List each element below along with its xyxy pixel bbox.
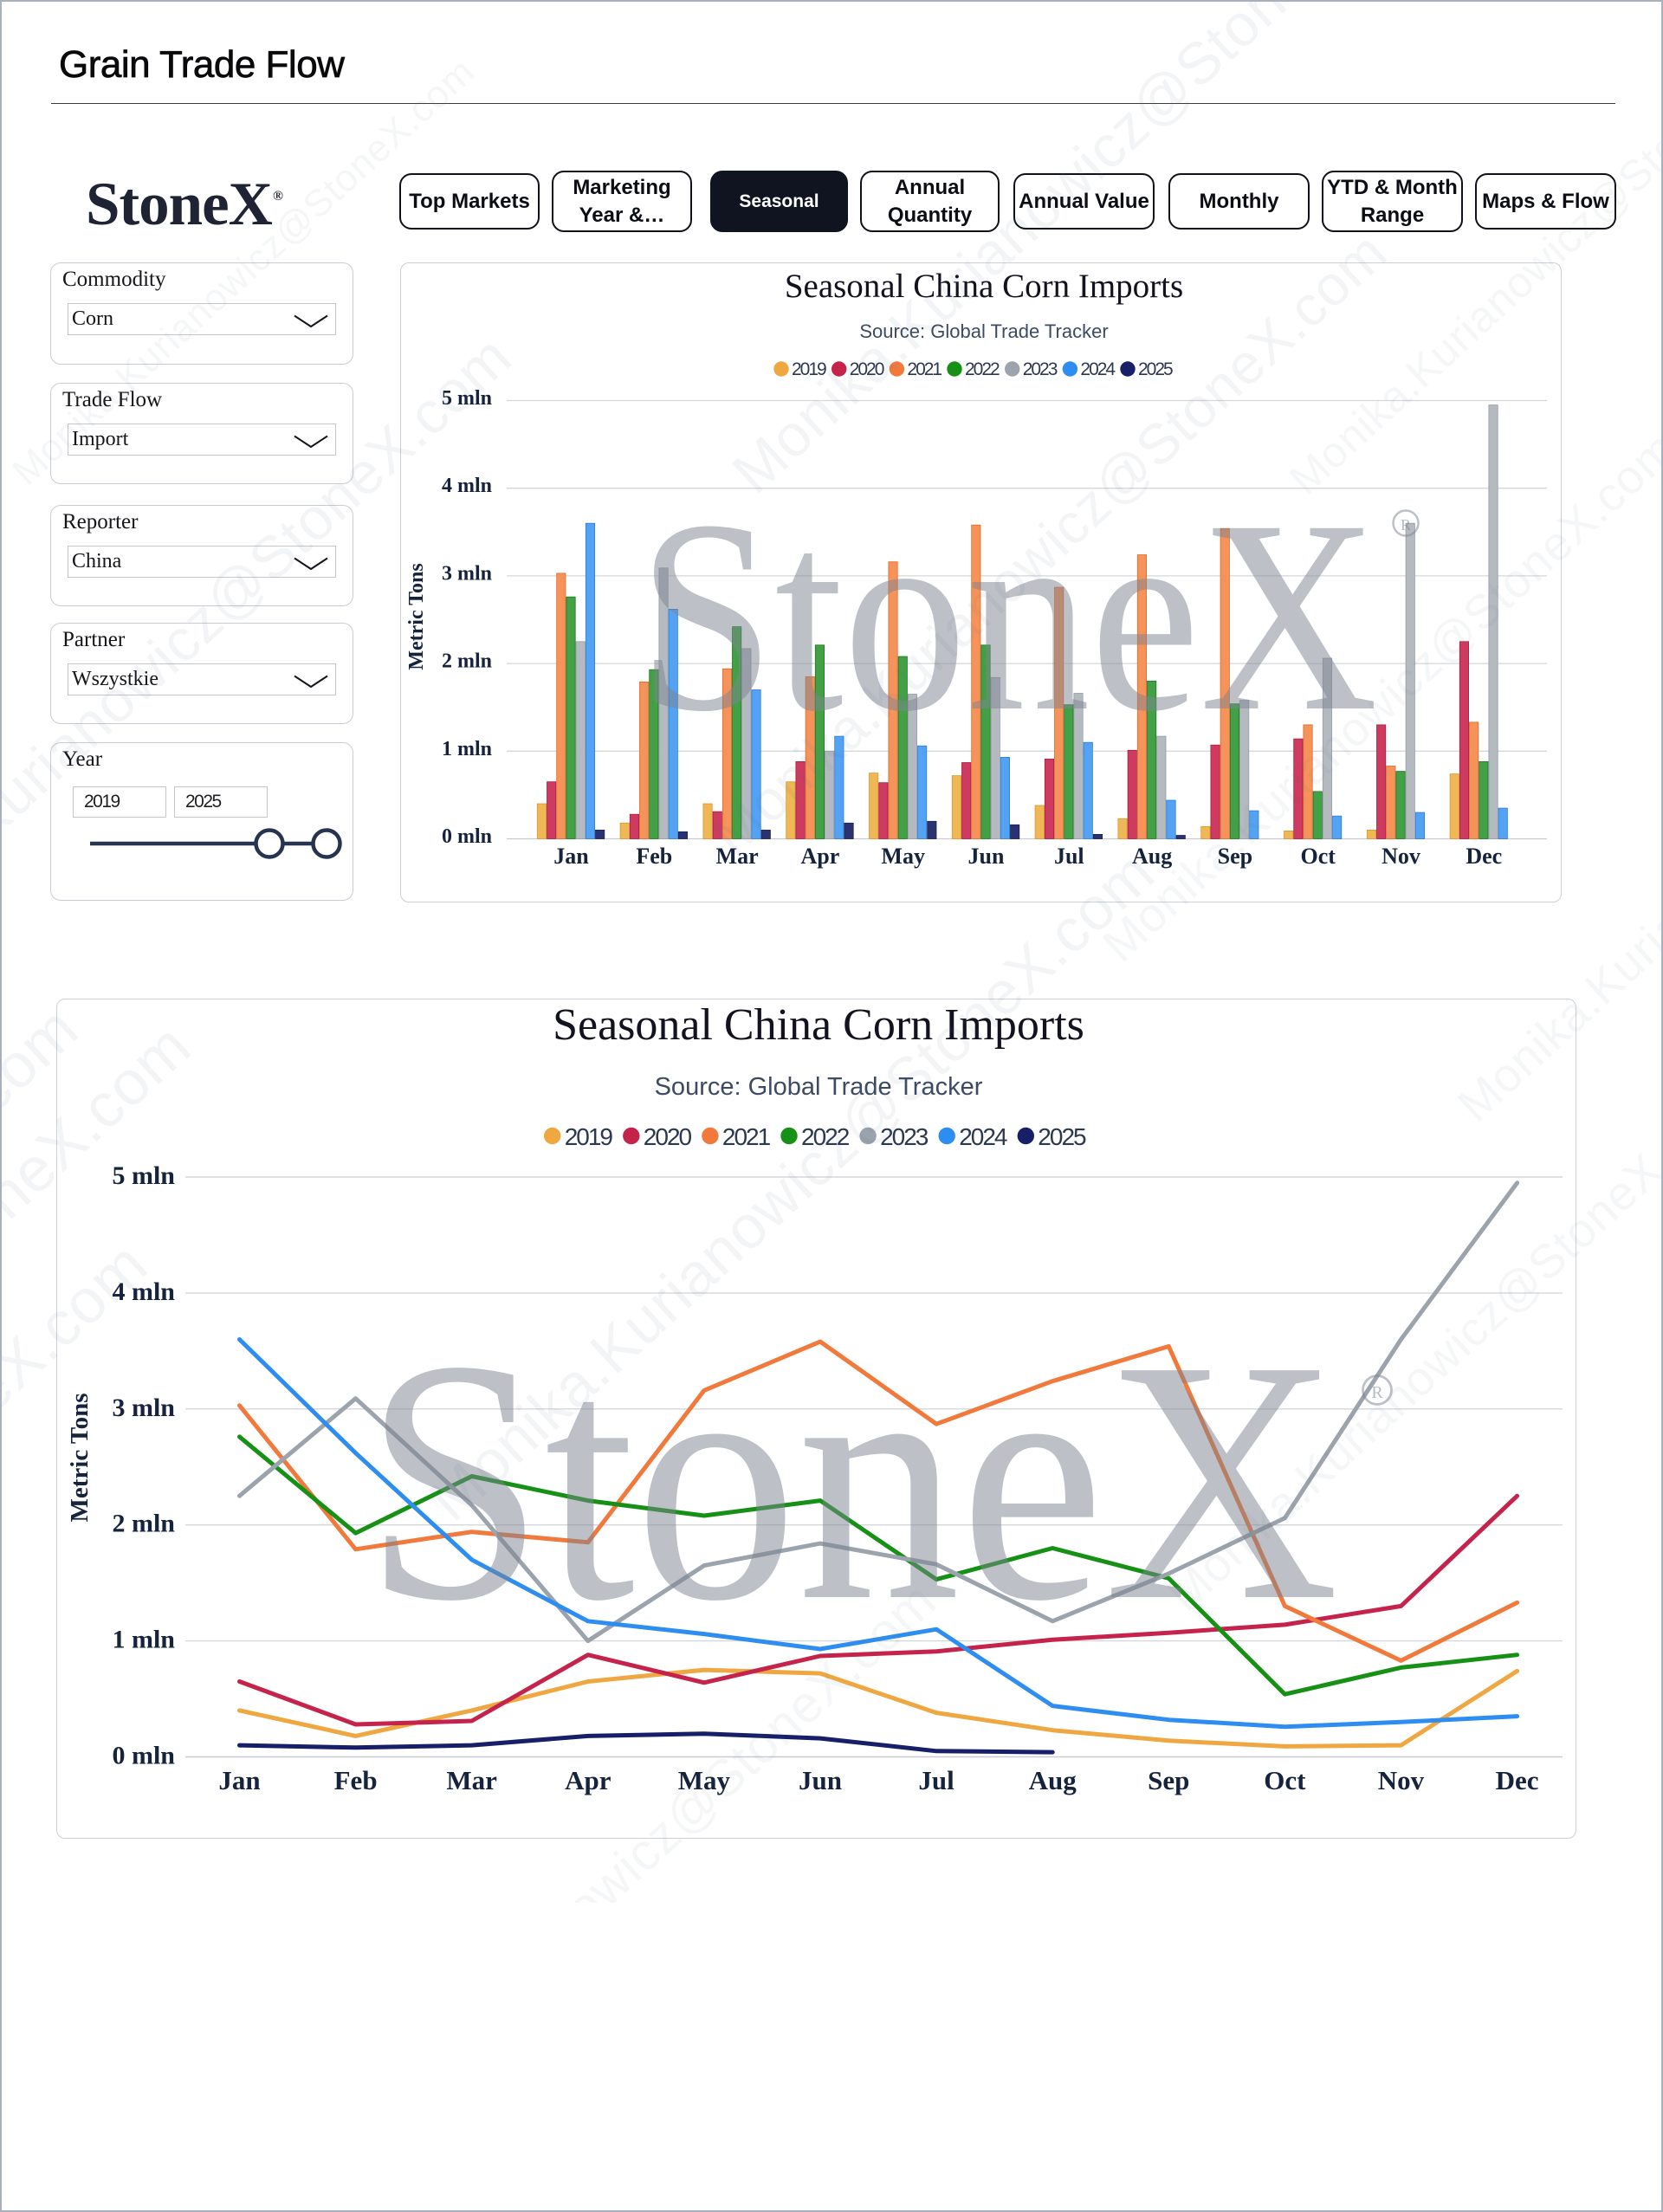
svg-text:Nov: Nov [1382,844,1420,869]
svg-text:4 mln: 4 mln [442,475,492,497]
svg-text:0 mln: 0 mln [112,1742,175,1770]
svg-text:3 mln: 3 mln [112,1394,175,1422]
svg-text:May: May [881,844,925,869]
svg-text:2025: 2025 [1138,359,1173,379]
svg-text:Apr: Apr [565,1765,611,1795]
svg-text:Mar: Mar [446,1765,497,1795]
svg-text:2021: 2021 [907,359,942,379]
svg-text:5 mln: 5 mln [442,387,492,410]
svg-text:Jan: Jan [218,1765,260,1795]
svg-text:2024: 2024 [1080,359,1116,379]
svg-text:StoneX: StoneX [364,1289,1339,1672]
svg-text:Dec: Dec [1466,844,1502,869]
svg-text:Jun: Jun [968,844,1005,869]
svg-text:Jul: Jul [918,1765,954,1795]
svg-text:Oct: Oct [1264,1765,1306,1795]
svg-text:Seasonal China Corn Imports: Seasonal China Corn Imports [785,268,1183,305]
svg-text:5 mln: 5 mln [112,1161,175,1190]
svg-text:1 mln: 1 mln [112,1626,175,1654]
svg-text:1 mln: 1 mln [442,738,492,760]
svg-text:2025: 2025 [1038,1123,1086,1150]
svg-text:Jan: Jan [553,844,589,869]
svg-text:Jun: Jun [799,1765,842,1795]
svg-text:Oct: Oct [1300,844,1336,869]
svg-text:2 mln: 2 mln [442,650,492,673]
svg-text:Source: Global Trade Tracker: Source: Global Trade Tracker [859,320,1108,342]
svg-text:0 mln: 0 mln [442,825,492,848]
svg-text:Jul: Jul [1054,844,1084,869]
svg-text:2019: 2019 [792,359,826,379]
svg-text:Metric Tons: Metric Tons [405,563,428,669]
svg-text:Sep: Sep [1218,844,1252,869]
svg-text:2 mln: 2 mln [112,1510,175,1538]
svg-text:Nov: Nov [1378,1765,1425,1795]
svg-text:Seasonal China Corn Imports: Seasonal China Corn Imports [553,1000,1084,1050]
svg-text:2023: 2023 [1023,359,1058,379]
svg-text:2020: 2020 [644,1123,692,1150]
svg-text:StoneX: StoneX [637,463,1378,768]
svg-text:2022: 2022 [965,359,1000,379]
svg-text:R: R [1401,516,1411,534]
svg-text:Aug: Aug [1132,844,1172,869]
svg-text:2023: 2023 [880,1123,929,1150]
svg-text:Feb: Feb [636,844,672,869]
svg-text:2020: 2020 [850,359,884,379]
svg-text:Apr: Apr [801,844,840,869]
svg-text:R: R [1371,1383,1383,1402]
svg-text:Mar: Mar [716,844,759,869]
svg-text:4 mln: 4 mln [112,1277,175,1306]
svg-text:Sep: Sep [1148,1765,1189,1795]
svg-text:Metric Tons: Metric Tons [66,1393,94,1522]
svg-text:Feb: Feb [334,1765,378,1795]
svg-text:Aug: Aug [1029,1765,1077,1795]
svg-text:Dec: Dec [1496,1765,1539,1795]
svg-text:3 mln: 3 mln [442,562,492,585]
svg-text:2019: 2019 [565,1123,613,1150]
svg-text:Source: Global Trade Tracker: Source: Global Trade Tracker [655,1073,983,1101]
svg-text:2022: 2022 [801,1123,850,1150]
svg-text:2021: 2021 [722,1123,771,1150]
svg-text:2024: 2024 [959,1123,1007,1150]
svg-text:May: May [678,1765,731,1795]
